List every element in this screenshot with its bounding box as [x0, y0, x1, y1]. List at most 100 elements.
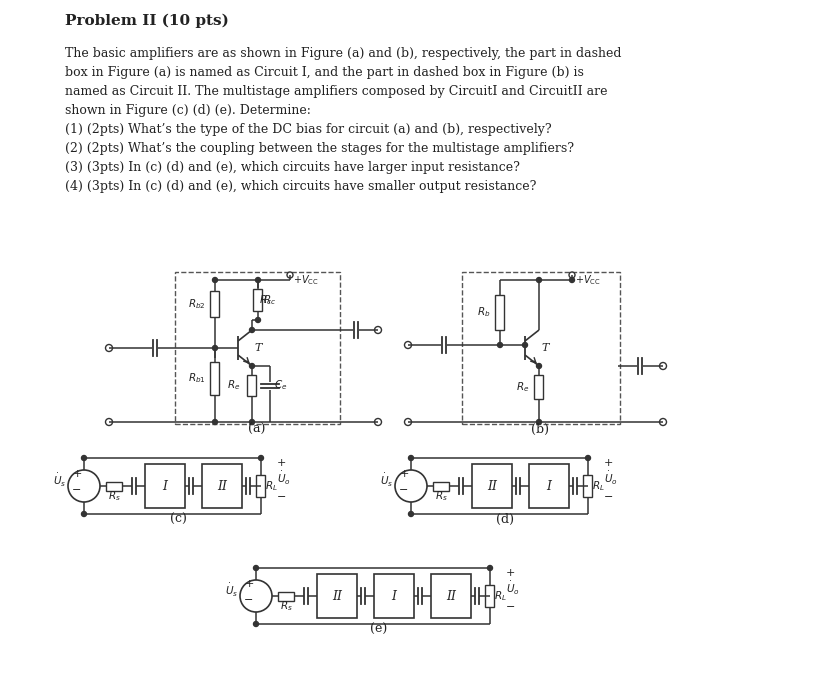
Circle shape: [404, 342, 411, 348]
Circle shape: [258, 456, 263, 460]
Circle shape: [497, 342, 502, 348]
Text: I: I: [391, 589, 396, 602]
Text: T: T: [540, 343, 547, 353]
Text: II: II: [486, 479, 496, 492]
Bar: [202, 464, 241, 508]
Text: $\dot{U}_o$: $\dot{U}_o$: [505, 579, 519, 596]
Text: $R_c$: $R_c$: [259, 293, 272, 307]
Text: +: +: [399, 469, 409, 479]
Text: II: II: [332, 589, 342, 602]
Text: I: I: [162, 479, 167, 492]
Circle shape: [213, 419, 218, 425]
Bar: [210, 291, 219, 317]
Circle shape: [394, 470, 427, 502]
Text: The basic amplifiers are as shown in Figure (a) and (b), respectively, the part : The basic amplifiers are as shown in Fig…: [65, 47, 621, 60]
Bar: [317, 574, 356, 618]
Text: (b): (b): [530, 423, 548, 436]
Bar: [485, 585, 494, 607]
Text: $\dot{U}_s$: $\dot{U}_s$: [53, 471, 66, 488]
Text: (2) (2pts) What’s the coupling between the stages for the multistage amplifiers?: (2) (2pts) What’s the coupling between t…: [65, 142, 573, 155]
Bar: [106, 482, 122, 490]
Circle shape: [105, 344, 112, 352]
Text: +: +: [244, 579, 253, 589]
Text: −: −: [399, 485, 409, 495]
Circle shape: [658, 363, 666, 370]
Circle shape: [408, 512, 413, 516]
Circle shape: [249, 328, 254, 333]
Text: $C_e$: $C_e$: [274, 378, 287, 393]
Text: −: −: [505, 602, 514, 612]
Text: I: I: [546, 479, 551, 492]
Text: $R_{b2}$: $R_{b2}$: [188, 297, 206, 311]
Circle shape: [213, 277, 218, 283]
Text: (e): (e): [370, 623, 387, 636]
Text: (1) (2pts) What’s the type of the DC bias for circuit (a) and (b), respectively?: (1) (2pts) What’s the type of the DC bia…: [65, 123, 551, 136]
Text: +: +: [505, 568, 514, 578]
Circle shape: [404, 419, 411, 426]
Text: $R_b$: $R_b$: [476, 305, 490, 320]
Circle shape: [536, 277, 541, 283]
Text: −: −: [244, 595, 253, 605]
Text: $R_e$: $R_e$: [227, 378, 241, 393]
Text: Problem II (10 pts): Problem II (10 pts): [65, 14, 228, 28]
Bar: [374, 574, 414, 618]
Text: $R_s$: $R_s$: [108, 489, 120, 503]
Circle shape: [374, 326, 381, 333]
Text: T: T: [254, 343, 261, 353]
Text: $\dot{U}_s$: $\dot{U}_s$: [380, 471, 393, 488]
Text: $R_s$: $R_s$: [280, 599, 292, 613]
Circle shape: [249, 363, 254, 369]
Text: −: −: [603, 492, 613, 502]
Bar: [174, 272, 340, 424]
Bar: [145, 464, 184, 508]
Text: II: II: [446, 589, 456, 602]
Circle shape: [256, 318, 261, 322]
Bar: [247, 375, 256, 396]
Text: named as Circuit II. The multistage amplifiers composed by CircuitI and CircuitI: named as Circuit II. The multistage ampl…: [65, 85, 607, 98]
Circle shape: [105, 419, 112, 426]
Bar: [432, 482, 449, 490]
Text: +: +: [277, 458, 286, 468]
Text: $R_c$: $R_c$: [263, 293, 275, 307]
Bar: [461, 272, 619, 424]
Bar: [583, 475, 592, 497]
Circle shape: [487, 566, 492, 570]
Text: box in Figure (a) is named as Circuit I, and the part in dashed box in Figure (b: box in Figure (a) is named as Circuit I,…: [65, 66, 583, 79]
Circle shape: [568, 272, 574, 278]
Circle shape: [256, 277, 261, 283]
Circle shape: [68, 470, 100, 502]
Text: $+V_{\rm CC}$: $+V_{\rm CC}$: [574, 273, 600, 287]
Text: $+V_{\rm CC}$: $+V_{\rm CC}$: [293, 273, 318, 287]
Circle shape: [408, 456, 413, 460]
Text: shown in Figure (c) (d) (e). Determine:: shown in Figure (c) (d) (e). Determine:: [65, 104, 310, 117]
Circle shape: [658, 419, 666, 426]
Text: +: +: [603, 458, 613, 468]
Text: (c): (c): [170, 513, 187, 526]
Text: $\dot{U}_o$: $\dot{U}_o$: [277, 469, 290, 486]
Text: II: II: [217, 479, 227, 492]
Text: $\dot{U}_o$: $\dot{U}_o$: [603, 469, 617, 486]
Circle shape: [287, 272, 293, 278]
Bar: [210, 361, 219, 395]
Bar: [471, 464, 511, 508]
Text: $R_L$: $R_L$: [494, 589, 506, 603]
Circle shape: [569, 277, 574, 283]
Circle shape: [374, 419, 381, 426]
Text: −: −: [72, 485, 82, 495]
Circle shape: [253, 622, 258, 626]
Text: (a): (a): [248, 423, 265, 436]
Bar: [528, 464, 568, 508]
Circle shape: [81, 512, 86, 516]
Circle shape: [536, 419, 541, 425]
Text: (d): (d): [496, 513, 514, 526]
Text: $R_L$: $R_L$: [591, 479, 604, 493]
Text: (3) (3pts) In (c) (d) and (e), which circuits have larger input resistance?: (3) (3pts) In (c) (d) and (e), which cir…: [65, 161, 519, 174]
Text: +: +: [72, 469, 82, 479]
Text: −: −: [277, 492, 286, 502]
Text: $\dot{U}_s$: $\dot{U}_s$: [224, 581, 237, 598]
Text: $R_L$: $R_L$: [265, 479, 278, 493]
Circle shape: [536, 363, 541, 369]
Bar: [534, 376, 543, 399]
Text: (4) (3pts) In (c) (d) and (e), which circuits have smaller output resistance?: (4) (3pts) In (c) (d) and (e), which cir…: [65, 180, 536, 193]
Circle shape: [585, 456, 590, 460]
